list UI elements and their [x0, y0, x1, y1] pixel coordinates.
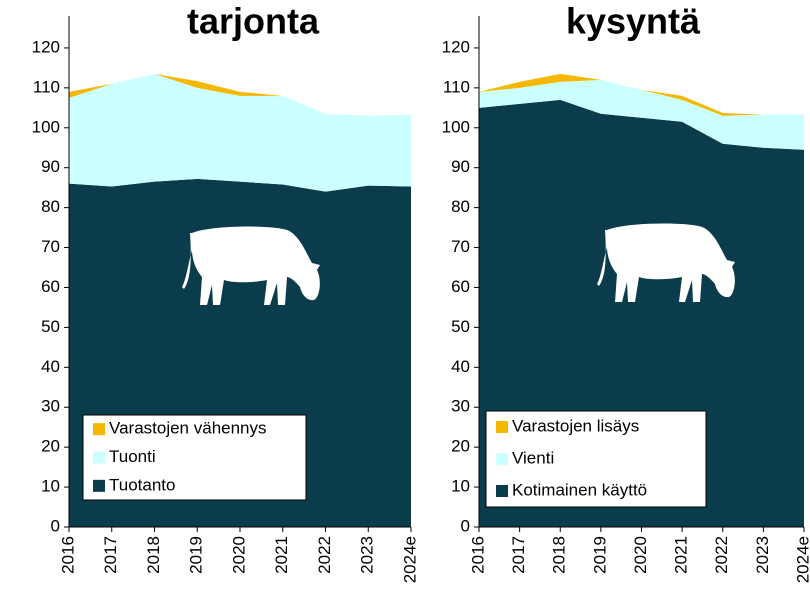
y-tick-label: 20	[41, 437, 60, 456]
y-tick-label: 110	[33, 77, 60, 96]
x-tick-label: 2024e	[793, 536, 810, 583]
legend-label: Tuotanto	[109, 475, 175, 494]
y-tick-label: 20	[451, 437, 470, 456]
x-tick-label: 2021	[272, 536, 291, 574]
x-tick-label: 2022	[315, 536, 334, 574]
x-tick-label: 2024e	[400, 536, 419, 583]
y-tick-label: 40	[41, 357, 60, 376]
x-tick-label: 2017	[509, 536, 528, 574]
legend-label: Vienti	[512, 448, 554, 467]
chart-title: tarjonta	[187, 1, 320, 42]
x-tick-label: 2018	[144, 536, 163, 574]
y-tick-label: 60	[451, 277, 470, 296]
y-tick-label: 120	[442, 37, 470, 56]
x-tick-label: 2016	[468, 536, 487, 574]
legend-label: Kotimainen käyttö	[512, 480, 647, 499]
y-tick-label: 80	[451, 197, 470, 216]
x-tick-label: 2018	[550, 536, 569, 574]
x-tick-label: 2022	[712, 536, 731, 574]
y-tick-label: 100	[442, 117, 470, 136]
legend-label: Varastojen vähennys	[109, 419, 267, 438]
legend-swatch	[496, 421, 508, 433]
y-tick-label: 10	[451, 477, 470, 496]
y-tick-label: 50	[41, 317, 60, 336]
y-tick-label: 90	[41, 157, 60, 176]
x-tick-label: 2016	[58, 536, 77, 574]
y-tick-label: 100	[32, 117, 60, 136]
x-tick-label: 2023	[358, 536, 377, 574]
y-tick-label: 0	[51, 516, 60, 535]
area	[69, 74, 411, 192]
x-tick-label: 2019	[187, 536, 206, 574]
y-tick-label: 40	[451, 357, 470, 376]
y-tick-label: 70	[451, 237, 470, 256]
y-tick-label: 60	[41, 277, 60, 296]
legend-swatch	[496, 485, 508, 497]
x-tick-label: 2020	[631, 536, 650, 574]
y-tick-label: 90	[451, 157, 470, 176]
y-tick-label: 30	[451, 397, 470, 416]
chart: 0102030405060708090100110120201620172018…	[0, 0, 810, 596]
y-tick-label: 50	[451, 317, 470, 336]
legend-label: Tuonti	[109, 447, 156, 466]
legend-swatch	[93, 480, 105, 492]
y-tick-label: 30	[41, 397, 60, 416]
legend-swatch	[93, 452, 105, 464]
y-tick-label: 70	[41, 237, 60, 256]
y-tick-label: 80	[41, 197, 60, 216]
x-tick-label: 2023	[753, 536, 772, 574]
x-tick-label: 2020	[229, 536, 248, 574]
y-tick-label: 120	[32, 37, 60, 56]
x-tick-label: 2017	[101, 536, 120, 574]
legend-swatch	[93, 423, 105, 435]
y-tick-label: 110	[443, 77, 470, 96]
y-tick-label: 10	[41, 477, 60, 496]
legend-swatch	[496, 453, 508, 465]
y-tick-label: 0	[461, 516, 470, 535]
x-tick-label: 2021	[672, 536, 691, 574]
x-tick-label: 2019	[590, 536, 609, 574]
chart-title: kysyntä	[566, 1, 701, 42]
legend-label: Varastojen lisäys	[512, 416, 639, 435]
